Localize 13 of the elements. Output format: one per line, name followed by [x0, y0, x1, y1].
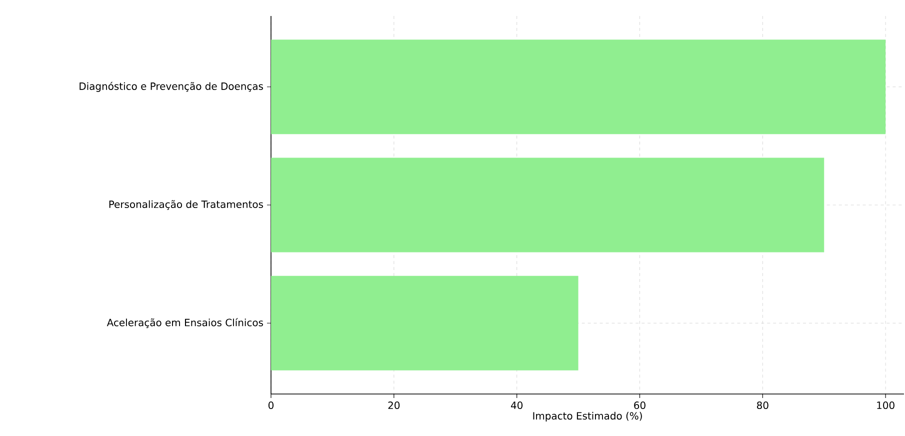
x-tick-label: 100: [877, 402, 894, 410]
x-tick-label: 40: [510, 402, 523, 410]
x-tick-label: 0: [268, 402, 274, 410]
bar: [271, 158, 824, 252]
x-axis-title: Impacto Estimado (%): [533, 412, 642, 422]
y-tick-label: Personalização de Tratamentos: [109, 200, 264, 210]
bar: [271, 40, 886, 134]
x-tick-label: 80: [756, 402, 768, 410]
bar: [271, 276, 578, 370]
y-tick-label: Aceleração em Ensaios Clínicos: [106, 318, 264, 328]
x-tick-label: 60: [634, 402, 646, 410]
x-tick-label: 20: [388, 402, 400, 410]
y-tick-label: Diagnóstico e Prevenção de Doenças: [80, 82, 263, 92]
